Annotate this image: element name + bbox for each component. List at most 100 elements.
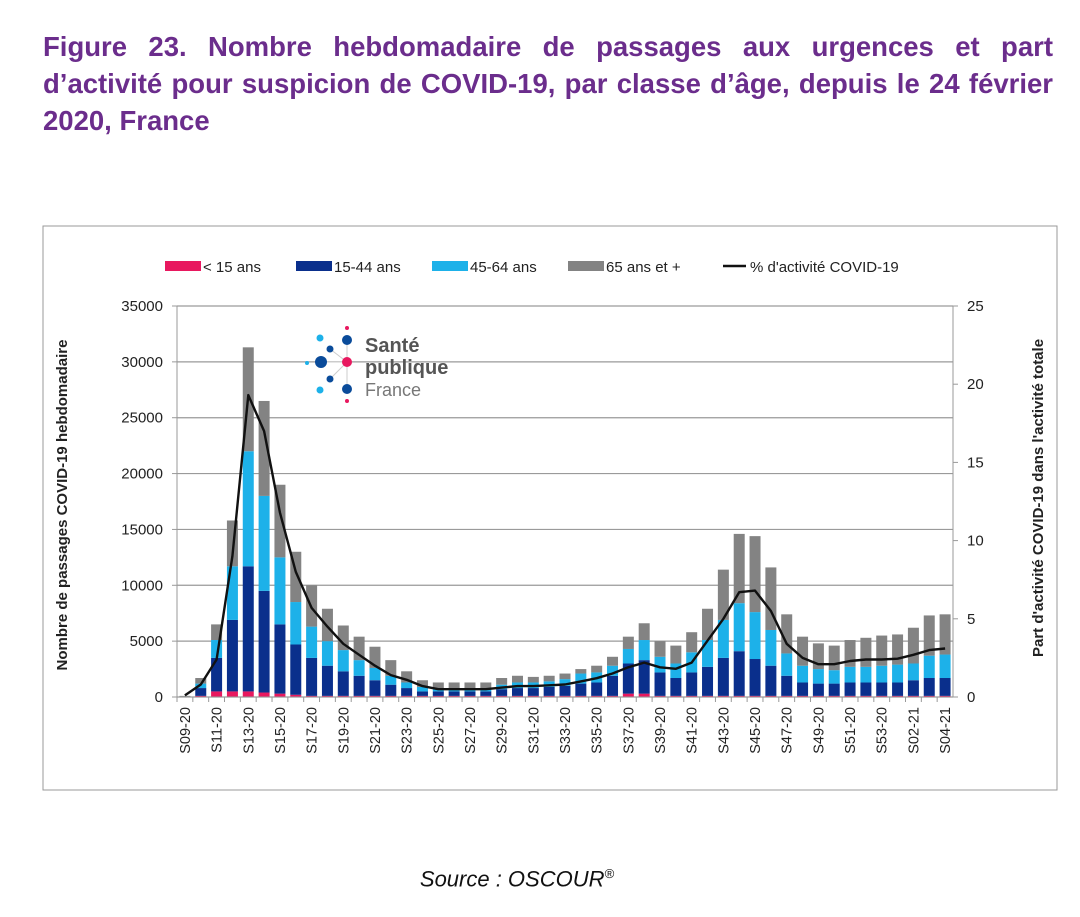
bar-segment-45-64-ans	[765, 629, 777, 666]
bar-segment-65-ans-et	[812, 643, 824, 670]
x-tick-label: S47-20	[780, 707, 796, 754]
registered-mark: ®	[604, 866, 615, 881]
x-tick-label: S04-21	[938, 707, 954, 754]
bar-segment-15-44-ans	[226, 619, 238, 692]
bar-segment-65-ans-et	[733, 533, 745, 604]
axes: 0 5000 10000 15000 20000 25000 30000 35000 0 5 10 1…	[121, 298, 983, 754]
x-tick-label: S41-20	[685, 707, 701, 754]
bar-segment-65-ans-et	[353, 636, 365, 661]
bar-segment-15-ans	[797, 695, 809, 697]
bar-segment-65-ans-et	[892, 634, 904, 665]
bar-segment-65-ans-et	[559, 673, 571, 680]
bar-segment-15-ans	[702, 695, 714, 697]
bar-segment-15-ans	[353, 695, 365, 697]
legend-label: % d'activité COVID-19	[750, 259, 899, 276]
bar-segment-45-64-ans	[907, 663, 919, 681]
bar-segment-15-44-ans	[781, 675, 793, 696]
logo-text-line3: France	[365, 380, 421, 400]
bar-segment-65-ans-et	[448, 682, 460, 689]
y2-tick-label: 20	[967, 376, 984, 393]
bar-segment-15-ans	[923, 695, 935, 697]
x-tick-label: S25-20	[431, 707, 447, 754]
bar-segment-15-44-ans	[353, 675, 365, 696]
bar-segment-15-ans	[654, 695, 666, 697]
bar-segment-65-ans-et	[195, 678, 207, 684]
bar-segment-15-ans	[480, 695, 492, 697]
bar-segment-15-44-ans	[765, 665, 777, 696]
bar-segment-45-64-ans	[733, 603, 745, 652]
bar-segment-45-64-ans	[654, 656, 666, 673]
bar-segment-15-ans	[211, 691, 223, 697]
bar-segment-15-ans	[638, 693, 650, 697]
bar-segment-15-44-ans	[892, 682, 904, 696]
bar-segment-65-ans-et	[781, 614, 793, 654]
bar-segment-15-44-ans	[464, 691, 476, 696]
bar-segment-15-44-ans	[337, 671, 349, 696]
bar-segment-65-ans-et	[860, 637, 872, 667]
logo-text-line1: Santé	[365, 335, 419, 357]
y-tick-label: 20000	[121, 466, 163, 483]
bar-segment-15-ans	[686, 695, 698, 697]
x-tick-label: S13-20	[241, 707, 257, 754]
source-note: Source : OSCOUR®	[0, 866, 1034, 892]
bar-segment-65-ans-et	[258, 400, 270, 496]
figure-title: Figure 23. Nombre hebdomadaire de passag…	[43, 31, 1053, 136]
bar-segment-15-44-ans	[195, 688, 207, 696]
bar-segment-65-ans-et	[464, 682, 476, 689]
covid-activity-line	[184, 393, 946, 697]
bar-segment-15-ans	[306, 695, 318, 697]
x-tick-label: S31-20	[526, 707, 542, 754]
bar-segment-45-64-ans	[401, 682, 413, 689]
bar-segment-15-ans	[274, 693, 286, 697]
x-tick-label: S35-20	[590, 707, 606, 754]
y2-tick-label: 0	[967, 689, 975, 706]
bar-segment-65-ans-et	[844, 640, 856, 667]
bar-segment-45-64-ans	[702, 640, 714, 667]
bar-segment-65-ans-et	[211, 624, 223, 641]
bar-segment-45-64-ans	[876, 665, 888, 683]
bar-segment-65-ans-et	[749, 536, 761, 613]
logo-icon	[305, 326, 352, 403]
bar-segment-45-64-ans	[575, 673, 587, 684]
bar-segment-45-64-ans	[353, 660, 365, 676]
bar-segment-65-ans-et	[432, 682, 444, 689]
bar-segment-15-44-ans	[622, 663, 634, 694]
bar-segment-65-ans-et	[702, 608, 714, 641]
bar-segment-15-44-ans	[496, 689, 508, 696]
bar-segment-15-ans	[242, 691, 254, 697]
bar-segment-65-ans-et	[401, 671, 413, 683]
bar-segment-15-44-ans	[416, 691, 428, 696]
bar-segment-45-64-ans	[306, 626, 318, 658]
bar-segment-15-44-ans	[717, 657, 729, 696]
bar-segment-15-ans	[559, 695, 571, 697]
x-tick-label: S11-20	[210, 707, 226, 753]
y2-tick-label: 5	[967, 611, 975, 628]
bar-segment-45-64-ans	[559, 679, 571, 686]
logo: Santé publique France	[305, 326, 448, 403]
bar-segment-15-ans	[432, 695, 444, 697]
bar-segment-15-ans	[749, 695, 761, 697]
bar-segment-15-44-ans	[290, 644, 302, 695]
x-tick-label: S51-20	[843, 707, 859, 754]
bar-segment-15-44-ans	[258, 590, 270, 693]
bar-segment-45-64-ans	[812, 669, 824, 684]
bar-segment-15-ans	[448, 695, 460, 697]
bar-segment-45-64-ans	[717, 619, 729, 658]
bar-segment-15-ans	[321, 695, 333, 697]
legend-swatch	[296, 261, 332, 271]
x-tick-label: S29-20	[495, 707, 511, 754]
bar-segment-15-ans	[781, 695, 793, 697]
bar-segment-65-ans-et	[607, 656, 619, 666]
bar-segment-15-44-ans	[511, 688, 523, 696]
bar-segment-45-64-ans	[385, 675, 397, 685]
bar-segment-15-ans	[907, 695, 919, 697]
source-text: Source : OSCOUR	[419, 866, 605, 892]
bar-segment-15-44-ans	[211, 657, 223, 692]
bar-segment-45-64-ans	[638, 640, 650, 661]
bar-segment-15-ans	[290, 694, 302, 697]
bar-segment-15-44-ans	[638, 660, 650, 694]
y-tick-label: 25000	[121, 410, 163, 427]
x-tick-label: S19-20	[336, 707, 352, 754]
bar-segment-65-ans-et	[496, 678, 508, 685]
bar-segment-15-ans	[591, 695, 603, 697]
